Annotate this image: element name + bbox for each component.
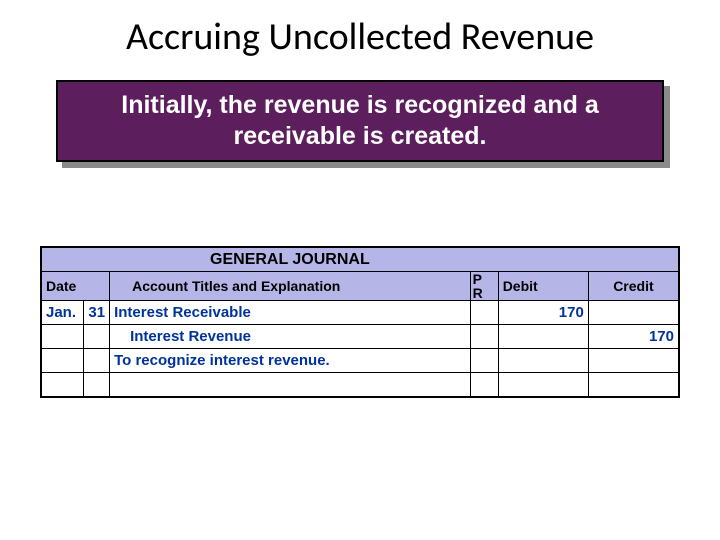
journal-title-blank5 (588, 248, 678, 272)
callout: Initially, the revenue is recognized and… (56, 80, 664, 162)
journal-title-cell: GENERAL JOURNAL (110, 248, 471, 272)
cell-date-day (84, 349, 110, 373)
cell-credit: 170 (588, 325, 678, 349)
journal-row: Jan. 31 Interest Receivable 170 (42, 301, 679, 325)
col-header-pr: P R (470, 272, 498, 301)
col-header-credit: Credit (588, 272, 678, 301)
cell-pr (470, 325, 498, 349)
journal-row (42, 373, 679, 397)
cell-date-day (84, 325, 110, 349)
cell-pr (470, 301, 498, 325)
cell-credit (588, 349, 678, 373)
cell-date-month (42, 325, 84, 349)
cell-account: Interest Receivable (110, 301, 471, 325)
journal-title-blank4 (498, 248, 588, 272)
callout-box: Initially, the revenue is recognized and… (56, 80, 664, 166)
journal-title-row: GENERAL JOURNAL (42, 248, 679, 272)
slide: Accruing Uncollected Revenue Initially, … (0, 0, 720, 540)
cell-date-month: Jan. (42, 301, 84, 325)
cell-debit (498, 325, 588, 349)
journal-row: Interest Revenue 170 (42, 325, 679, 349)
callout-text: Initially, the revenue is recognized and… (58, 90, 662, 153)
journal-title-blank3 (470, 248, 498, 272)
col-header-pr-l2: R (473, 285, 483, 301)
cell-debit (498, 373, 588, 397)
cell-debit (498, 349, 588, 373)
cell-account: Interest Revenue (110, 325, 471, 349)
col-header-account: Account Titles and Explanation (110, 272, 471, 301)
cell-debit: 170 (498, 301, 588, 325)
journal-title-left-blank (42, 248, 84, 272)
cell-date-month (42, 349, 84, 373)
cell-credit (588, 301, 678, 325)
journal-header-row: Date Account Titles and Explanation P R … (42, 272, 679, 301)
cell-account (110, 373, 471, 397)
journal-title-left-blank2 (84, 248, 110, 272)
col-header-date: Date (42, 272, 110, 301)
cell-date-day: 31 (84, 301, 110, 325)
col-header-debit: Debit (498, 272, 588, 301)
cell-pr (470, 373, 498, 397)
cell-date-day (84, 373, 110, 397)
slide-title: Accruing Uncollected Revenue (0, 0, 720, 60)
cell-account: To recognize interest revenue. (110, 349, 471, 373)
general-journal-table: GENERAL JOURNAL Date Account Titles and … (40, 246, 680, 398)
cell-date-month (42, 373, 84, 397)
cell-pr (470, 349, 498, 373)
journal-row: To recognize interest revenue. (42, 349, 679, 373)
cell-credit (588, 373, 678, 397)
